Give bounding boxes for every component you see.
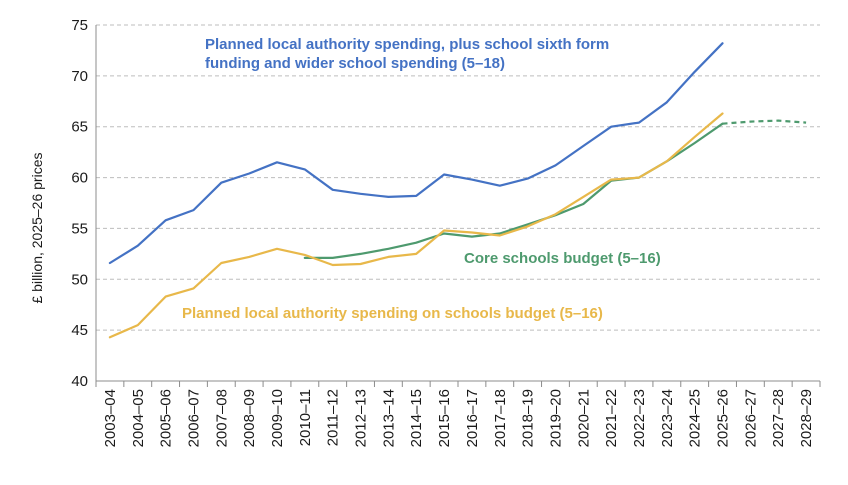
x-tick-label: 2005–06 (158, 389, 175, 447)
y-tick-label: 65 (71, 119, 88, 136)
x-tick-label: 2020–21 (575, 389, 592, 447)
x-tick-label: 2016–17 (464, 389, 481, 447)
y-tick-label: 40 (71, 373, 88, 390)
y-tick-label: 45 (71, 322, 88, 339)
x-tick-label: 2007–08 (213, 389, 230, 447)
series-line-1-projection (723, 121, 807, 124)
series-line-1 (305, 124, 723, 258)
x-tick-label: 2025–26 (715, 389, 732, 447)
x-tick-label: 2011–12 (325, 389, 342, 446)
y-tick-label: 60 (71, 170, 88, 187)
x-tick-label: 2021–22 (603, 389, 620, 447)
x-tick-label: 2028–29 (798, 389, 815, 447)
x-tick-label: 2014–15 (408, 389, 425, 447)
x-tick-label: 2027–28 (770, 389, 787, 447)
annotation-la-schools-budget-line-1: Planned local authority spending on scho… (182, 305, 603, 322)
x-tick-label: 2026–27 (742, 389, 759, 447)
y-tick-label: 50 (71, 271, 88, 288)
series-lines (110, 43, 806, 337)
x-tick-label: 2010–11 (297, 389, 314, 446)
x-tick-label: 2006–07 (185, 389, 202, 447)
x-tick-label: 2012–13 (353, 389, 370, 447)
y-tick-label: 75 (71, 17, 88, 34)
x-tick-label: 2024–25 (687, 389, 704, 447)
x-tick-label: 2017–18 (492, 389, 509, 447)
x-tick-label: 2009–10 (269, 389, 286, 447)
x-tick-label: 2013–14 (380, 389, 397, 447)
x-tick-label: 2008–09 (241, 389, 258, 447)
x-tick-label: 2019–20 (547, 389, 564, 447)
y-tick-label: 70 (71, 68, 88, 85)
x-tick-label: 2018–19 (520, 389, 537, 447)
y-axis: 40 45 50 55 60 65 70 75 (71, 17, 96, 390)
annotation-la-plus-sixth-form: Planned local authority spending, plus s… (205, 36, 613, 72)
annotation-core-schools-budget: Core schools budget (5–16) (464, 250, 661, 267)
annotation-la-plus-sixth-form-line-2: funding and wider school spending (5–18) (205, 55, 505, 72)
y-axis-label: £ billion, 2025–26 prices (29, 153, 45, 304)
x-tick-label: 2022–23 (631, 389, 648, 447)
annotation-la-schools-budget: Planned local authority spending on scho… (182, 305, 603, 322)
x-tick-label: 2015–16 (436, 389, 453, 447)
series-line-2 (110, 114, 723, 338)
x-tick-label: 2004–05 (130, 389, 147, 447)
x-tick-label: 2003–04 (102, 389, 119, 447)
annotation-core-schools-budget-line-1: Core schools budget (5–16) (464, 250, 661, 267)
x-tick-label: 2023–24 (659, 389, 676, 447)
annotation-la-plus-sixth-form-line-1: Planned local authority spending, plus s… (205, 36, 609, 53)
x-axis: 2003–04 2004–05 2005–06 2006–07 2007–08 2008–… (96, 381, 820, 447)
y-tick-label: 55 (71, 220, 88, 237)
